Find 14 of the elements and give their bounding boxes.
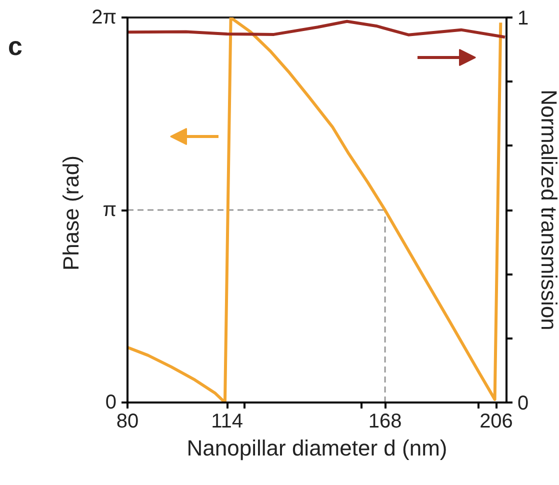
x-tick-label: 80 [116, 410, 139, 432]
line-series [128, 20, 506, 39]
y-axis-title: Phase (rad) [58, 156, 84, 271]
text: c [8, 30, 22, 63]
y2-tick-label: 1 [518, 8, 529, 30]
y2-axis-title: Normalized transmission [536, 90, 559, 330]
y2-tick-label: 0 [518, 392, 529, 414]
y-tick-label: π [102, 199, 117, 221]
x-tick-label: 206 [480, 410, 513, 432]
x-tick-label: 114 [211, 410, 243, 432]
y-tick-label: 0 [105, 392, 116, 414]
x-axis-title: Nanopillar diameter d (nm) [186, 436, 448, 460]
y-tick-label: 2π [92, 6, 116, 28]
x-tick-label: 168 [368, 410, 402, 432]
